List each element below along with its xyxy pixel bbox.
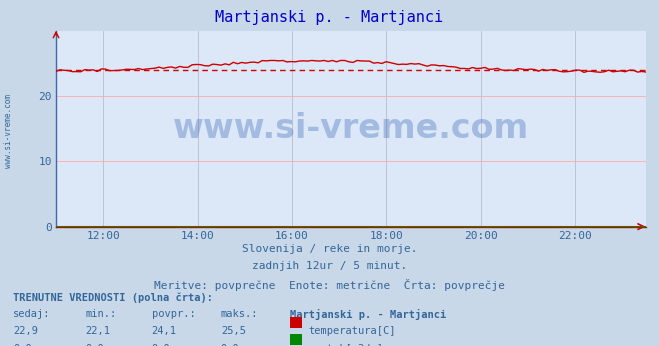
Text: povpr.:: povpr.: — [152, 309, 195, 319]
Text: 0,0: 0,0 — [13, 344, 32, 346]
Text: min.:: min.: — [86, 309, 117, 319]
Text: maks.:: maks.: — [221, 309, 258, 319]
Text: zadnjih 12ur / 5 minut.: zadnjih 12ur / 5 minut. — [252, 261, 407, 271]
Text: temperatura[C]: temperatura[C] — [308, 326, 396, 336]
Text: TRENUTNE VREDNOSTI (polna črta):: TRENUTNE VREDNOSTI (polna črta): — [13, 292, 213, 303]
Text: 22,1: 22,1 — [86, 326, 111, 336]
Text: www.si-vreme.com: www.si-vreme.com — [4, 94, 13, 169]
Text: Martjanski p. - Martjanci: Martjanski p. - Martjanci — [290, 309, 446, 320]
Text: Slovenija / reke in morje.: Slovenija / reke in morje. — [242, 244, 417, 254]
Text: 0,0: 0,0 — [86, 344, 104, 346]
Text: sedaj:: sedaj: — [13, 309, 51, 319]
Text: 0,0: 0,0 — [152, 344, 170, 346]
Text: 22,9: 22,9 — [13, 326, 38, 336]
Text: pretok[m3/s]: pretok[m3/s] — [308, 344, 384, 346]
Text: www.si-vreme.com: www.si-vreme.com — [173, 112, 529, 145]
Text: Martjanski p. - Martjanci: Martjanski p. - Martjanci — [215, 10, 444, 25]
Text: 24,1: 24,1 — [152, 326, 177, 336]
Text: Meritve: povprečne  Enote: metrične  Črta: povprečje: Meritve: povprečne Enote: metrične Črta:… — [154, 279, 505, 291]
Text: 0,0: 0,0 — [221, 344, 239, 346]
Text: 25,5: 25,5 — [221, 326, 246, 336]
